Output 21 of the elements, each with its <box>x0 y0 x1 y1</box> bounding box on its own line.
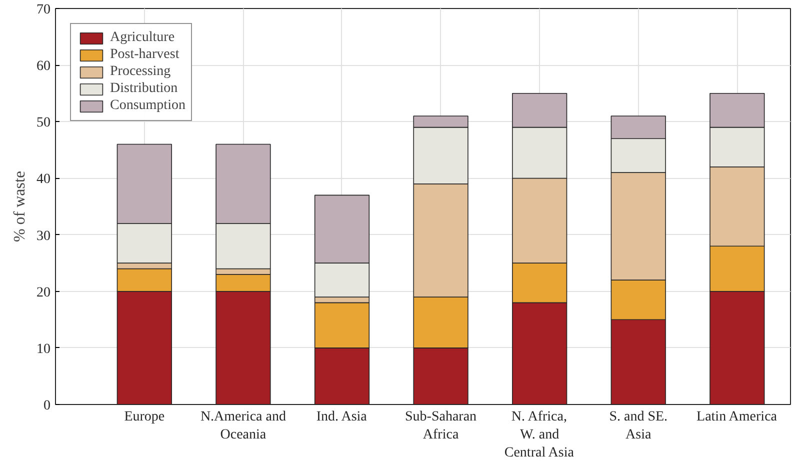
legend-label: Agriculture <box>110 30 175 46</box>
x-tick-label: Sub-Saharan Africa <box>405 410 477 442</box>
y-tick-label: 0 <box>44 398 50 414</box>
y-tick-label: 60 <box>36 59 50 74</box>
x-tick-label: Ind. Asia <box>316 410 368 424</box>
y-tick-label: 50 <box>36 116 50 131</box>
y-tick-label: 40 <box>36 172 50 188</box>
x-tick-label: Latin America <box>696 410 778 424</box>
y-tick-label: 30 <box>36 228 50 244</box>
y-tick-label: 10 <box>36 342 50 357</box>
y-tick-label: 70 <box>36 2 50 18</box>
x-tick-label: N.America and Oceania <box>200 410 286 442</box>
y-tick-label: 20 <box>36 285 50 300</box>
x-tick-label: S. and SE. Asia <box>609 410 668 442</box>
x-tick-label: N. Africa, W. and Central Asia <box>504 410 575 460</box>
y-axis-title: % of waste <box>12 170 28 242</box>
x-tick-label: Europe <box>124 410 165 424</box>
legend-label: Processing <box>110 64 171 80</box>
legend-label: Distribution <box>110 81 178 97</box>
legend-label: Post-harvest <box>110 47 180 63</box>
legend-label: Consumption <box>110 98 186 114</box>
